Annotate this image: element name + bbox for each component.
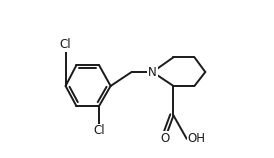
Text: N: N <box>148 66 157 79</box>
Text: OH: OH <box>187 132 206 145</box>
Text: O: O <box>160 132 170 145</box>
Text: Cl: Cl <box>93 125 105 137</box>
Text: Cl: Cl <box>60 38 72 51</box>
